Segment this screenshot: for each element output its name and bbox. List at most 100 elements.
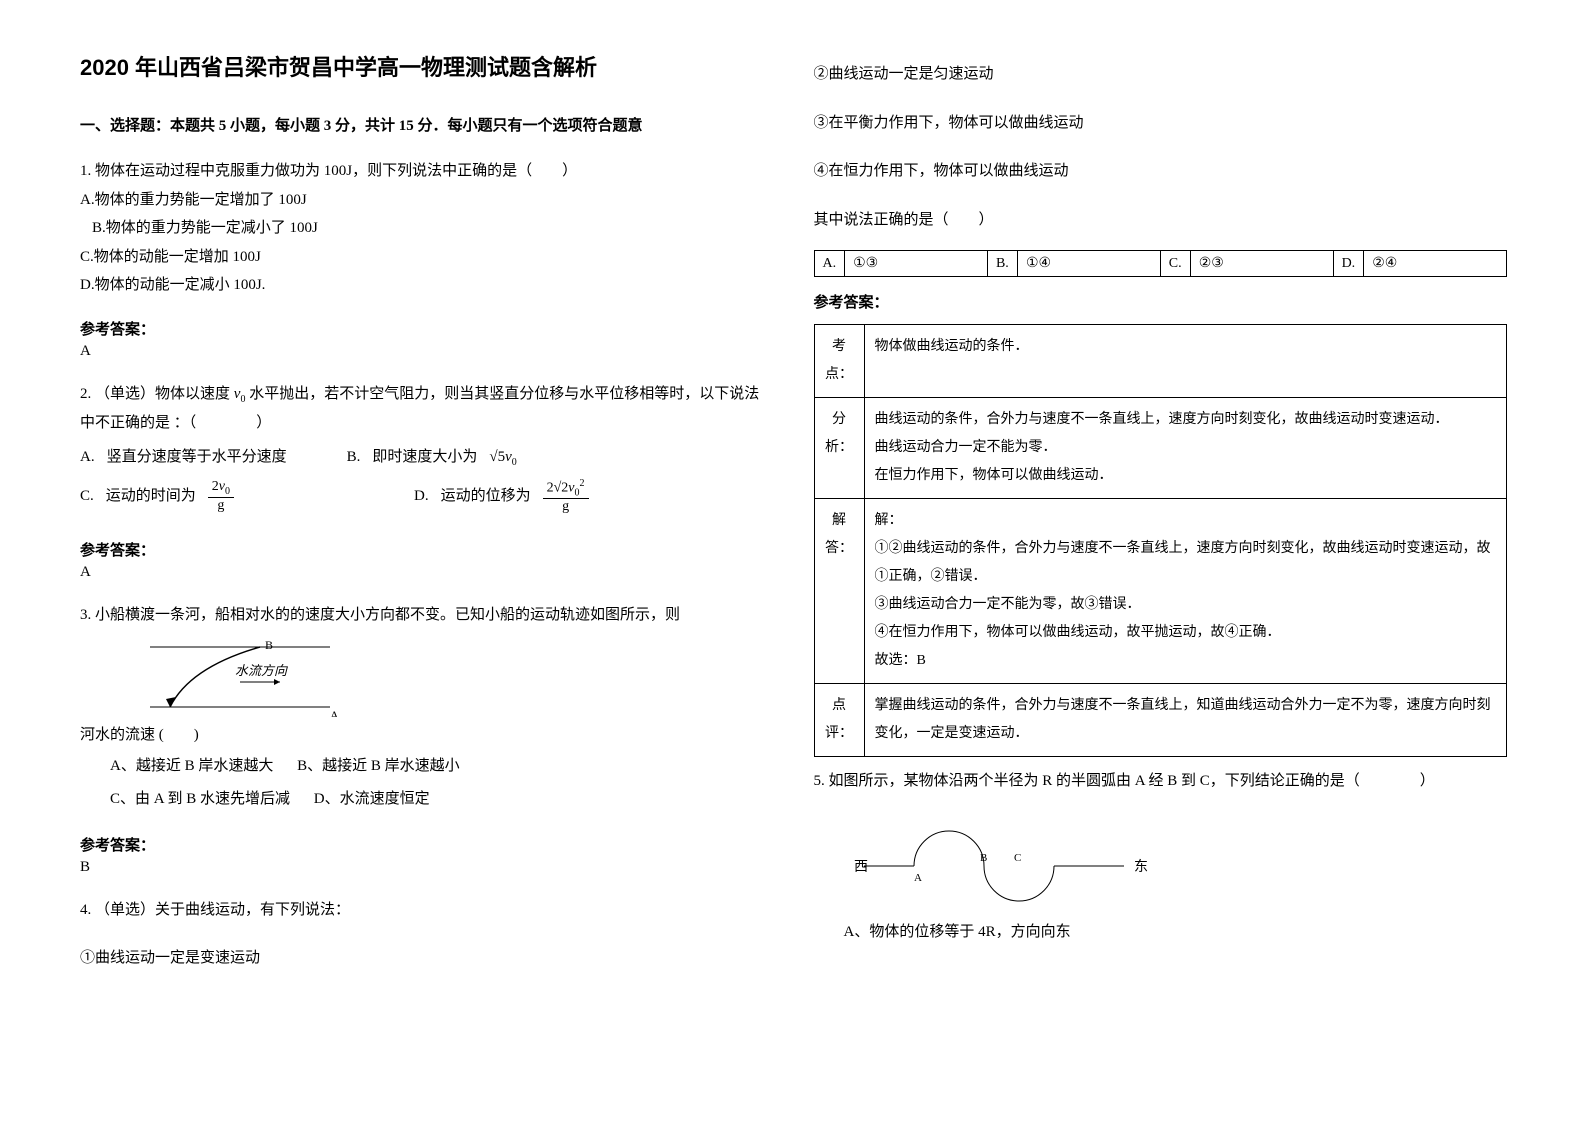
q2-optC-frac: 2v0 g <box>208 479 234 513</box>
q4-choice-row: A. ①③ B. ①④ C. ②③ D. ②④ <box>814 251 1507 277</box>
q4-C-lbl: C. <box>1160 251 1190 277</box>
svg-text:A: A <box>330 708 339 717</box>
q2-stem-prefix: 2. （单选）物体以速度 <box>80 386 230 402</box>
circles-svg: 西 东 A B C <box>854 826 1174 906</box>
q4-analysis-table: 考点： 物体做曲线运动的条件． 分析： 曲线运动的条件，合外力与速度不一条直线上… <box>814 324 1508 757</box>
q2-optC-num: 2v0 <box>208 479 234 498</box>
q2-answer-label: 参考答案： <box>80 539 774 560</box>
q3-row1: A、越接近 B 岸水速越大 B、越接近 B 岸水速越小 <box>110 750 774 783</box>
q3-answer: B <box>80 859 774 876</box>
q2-optD-text: 运动的位移为 <box>441 482 531 511</box>
q1-optC: C.物体的动能一定增加 100J <box>80 243 774 272</box>
question-1: 1. 物体在运动过程中克服重力做功为 100J，则下列说法中正确的是（ ） A.… <box>80 157 774 300</box>
q1-answer-label: 参考答案： <box>80 318 774 339</box>
q3-stem-part1: 3. 小船横渡一条河，船相对水的的速度大小方向都不变。已知小船的运动轨迹如图所示… <box>80 607 680 623</box>
circles-diagram: 西 东 A B C <box>854 826 1174 906</box>
q4-answer-label: 参考答案： <box>814 291 1508 312</box>
section-header: 一、选择题：本题共 5 小题，每小题 3 分，共计 15 分．每小题只有一个选项… <box>80 114 774 135</box>
r3-l3: ④在恒力作用下，物体可以做曲线运动，故平抛运动，故④正确． <box>875 619 1497 647</box>
q4-A-lbl: A. <box>814 251 845 277</box>
q1-optA: A.物体的重力势能一定增加了 100J <box>80 186 774 215</box>
q4-A-val: ①③ <box>845 251 988 277</box>
q4-s4: ④在恒力作用下，物体可以做曲线运动 <box>814 157 1508 186</box>
analysis-row-3: 解答： 解： ①②曲线运动的条件，合外力与速度不一条直线上，速度方向时刻变化，故… <box>814 499 1507 684</box>
svg-text:B: B <box>265 638 273 652</box>
question-2: 2. （单选）物体以速度 v0 水平抛出，若不计空气阻力，则当其竖直分位移与水平… <box>80 380 774 521</box>
q4-B-val: ①④ <box>1017 251 1160 277</box>
q4-D-val: ②④ <box>1364 251 1507 277</box>
r3-lbl: 解答： <box>814 499 864 684</box>
q1-optB: B.物体的重力势能一定减小了 100J <box>92 214 774 243</box>
q2-optA-text: 竖直分速度等于水平分速度 <box>107 443 287 472</box>
q2-optC-text: 运动的时间为 <box>106 482 196 511</box>
svg-text:西: 西 <box>854 860 868 875</box>
q2-optD-num: 2√2v02 <box>543 478 589 499</box>
page-title: 2020 年山西省吕梁市贺昌中学高一物理测试题含解析 <box>80 50 774 82</box>
q2-optB-label: B. <box>347 443 361 472</box>
q4-tail: 其中说法正确的是（ ） <box>814 206 1508 235</box>
r2-val: 曲线运动的条件，合外力与速度不一条直线上，速度方向时刻变化，故曲线运动时变速运动… <box>864 398 1507 499</box>
left-column: 2020 年山西省吕梁市贺昌中学高一物理测试题含解析 一、选择题：本题共 5 小… <box>80 50 774 1072</box>
r2-l1: 曲线运动的条件，合外力与速度不一条直线上，速度方向时刻变化，故曲线运动时变速运动… <box>875 406 1497 434</box>
q2-optA-label: A. <box>80 443 95 472</box>
question-3: 3. 小船横渡一条河，船相对水的的速度大小方向都不变。已知小船的运动轨迹如图所示… <box>80 601 774 816</box>
q2-optB: B. 即时速度大小为 √5v0 <box>347 443 517 472</box>
boat-diagram: B A 水流方向 <box>140 637 340 717</box>
analysis-row-1: 考点： 物体做曲线运动的条件． <box>814 325 1507 398</box>
q2-optD-frac: 2√2v02 g <box>543 478 589 515</box>
q2-optD-den: g <box>558 499 573 514</box>
q2-row2: C. 运动的时间为 2v0 g D. 运动的位移为 2√2v02 g <box>80 478 774 515</box>
q3-optD: D、水流速度恒定 <box>314 791 430 807</box>
r3-l1: ①②曲线运动的条件，合外力与速度不一条直线上，速度方向时刻变化，故曲线运动时变速… <box>875 535 1497 591</box>
q5-optA: A、物体的位移等于 4R，方向向东 <box>844 916 1508 949</box>
q1-answer: A <box>80 343 774 360</box>
q4-choice-table: A. ①③ B. ①④ C. ②③ D. ②④ <box>814 250 1508 277</box>
question-5: 5. 如图所示，某物体沿两个半径为 R 的半圆弧由 A 经 B 到 C，下列结论… <box>814 767 1508 796</box>
q3-row2: C、由 A 到 B 水速先增后减 D、水流速度恒定 <box>110 783 774 816</box>
q3-optB: B、越接近 B 岸水速越小 <box>297 758 460 774</box>
q2-optC-label: C. <box>80 482 94 511</box>
q2-optD: D. 运动的位移为 2√2v02 g <box>414 478 589 515</box>
analysis-row-2: 分析： 曲线运动的条件，合外力与速度不一条直线上，速度方向时刻变化，故曲线运动时… <box>814 398 1507 499</box>
analysis-row-4: 点评： 掌握曲线运动的条件，合外力与速度不一条直线上，知道曲线运动合外力一定不为… <box>814 684 1507 757</box>
r3-l4: 故选：B <box>875 647 1497 675</box>
r4-val: 掌握曲线运动的条件，合外力与速度不一条直线上，知道曲线运动合外力一定不为零，速度… <box>864 684 1507 757</box>
question-4-stem: 4. （单选）关于曲线运动，有下列说法： <box>80 896 774 925</box>
r1-val: 物体做曲线运动的条件． <box>864 325 1507 398</box>
q3-optC: C、由 A 到 B 水速先增后减 <box>110 791 290 807</box>
right-column: ②曲线运动一定是匀速运动 ③在平衡力作用下，物体可以做曲线运动 ④在恒力作用下，… <box>814 50 1508 1072</box>
svg-text:B: B <box>980 852 987 864</box>
q2-v0: v0 <box>234 386 246 402</box>
q1-stem: 1. 物体在运动过程中克服重力做功为 100J，则下列说法中正确的是（ ） <box>80 157 774 186</box>
r2-l2: 曲线运动合力一定不能为零． <box>875 434 1497 462</box>
q2-row1: A. 竖直分速度等于水平分速度 B. 即时速度大小为 √5v0 <box>80 443 774 472</box>
r4-lbl: 点评： <box>814 684 864 757</box>
boat-svg: B A 水流方向 <box>140 637 340 717</box>
r2-l3: 在恒力作用下，物体可以做曲线运动． <box>875 462 1497 490</box>
q2-optD-label: D. <box>414 482 429 511</box>
q1-optD: D.物体的动能一定减小 100J. <box>80 271 774 300</box>
q5-options: A、物体的位移等于 4R，方向向东 <box>844 916 1508 949</box>
svg-text:东: 东 <box>1134 859 1148 875</box>
q3-optA: A、越接近 B 岸水速越大 <box>110 758 273 774</box>
r3-val: 解： ①②曲线运动的条件，合外力与速度不一条直线上，速度方向时刻变化，故曲线运动… <box>864 499 1507 684</box>
q4-s3: ③在平衡力作用下，物体可以做曲线运动 <box>814 109 1508 138</box>
q2-optA: A. 竖直分速度等于水平分速度 <box>80 443 287 472</box>
svg-text:C: C <box>1014 852 1021 864</box>
q2-optC: C. 运动的时间为 2v0 g <box>80 478 234 515</box>
q3-options: A、越接近 B 岸水速越大 B、越接近 B 岸水速越小 C、由 A 到 B 水速… <box>110 750 774 816</box>
svg-text:A: A <box>914 872 922 884</box>
r2-lbl: 分析： <box>814 398 864 499</box>
q2-answer: A <box>80 564 774 581</box>
q4-s2: ②曲线运动一定是匀速运动 <box>814 60 1508 89</box>
r3-l0: 解： <box>875 507 1497 535</box>
q3-answer-label: 参考答案： <box>80 834 774 855</box>
q4-s1: ①曲线运动一定是变速运动 <box>80 944 774 973</box>
q3-stem-part2: 河水的流速 ( ) <box>80 727 199 743</box>
q4-B-lbl: B. <box>987 251 1017 277</box>
r1-lbl: 考点： <box>814 325 864 398</box>
q2-stem: 2. （单选）物体以速度 v0 水平抛出，若不计空气阻力，则当其竖直分位移与水平… <box>80 380 774 438</box>
q2-optB-text: 即时速度大小为 <box>372 443 477 472</box>
svg-text:水流方向: 水流方向 <box>235 663 288 678</box>
q2-optC-den: g <box>213 498 228 513</box>
